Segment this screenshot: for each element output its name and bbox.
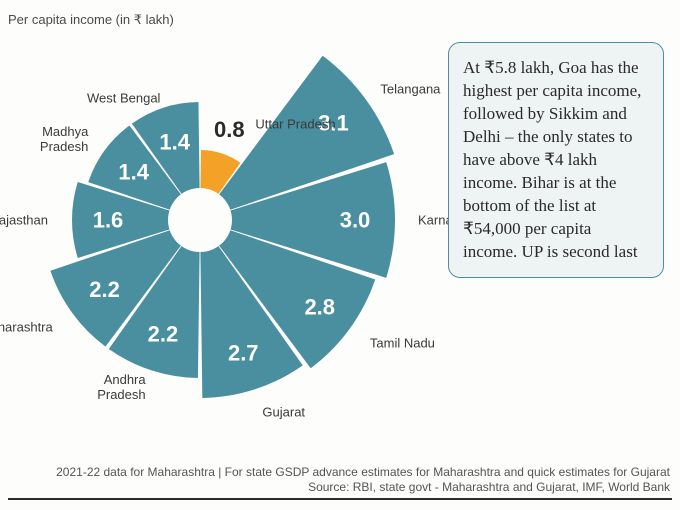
footnote-line1: 2021-22 data for Maharashtra | For state…: [56, 465, 670, 479]
bottom-rule: [8, 498, 672, 500]
slice-label: Tamil Nadu: [370, 336, 435, 351]
slice-value: 2.2: [89, 277, 120, 302]
slice-label: AndhraPradesh: [97, 372, 145, 402]
stage: 0.83.13.02.82.72.22.21.61.41.4 Per capit…: [0, 0, 680, 510]
slice-label: Rajasthan: [0, 213, 48, 228]
slice-label: West Bengal: [87, 91, 160, 106]
slice-value: 0.8: [214, 117, 245, 142]
slice-label: MadhyaPradesh: [40, 124, 88, 154]
slice-value: 1.4: [118, 159, 149, 184]
slice-label: Uttar Pradesh: [255, 116, 335, 131]
slice-label: Telangana: [380, 81, 440, 96]
slice-label: Gujarat: [262, 405, 305, 420]
slice-value: 2.7: [228, 341, 259, 366]
footnote-line2: Source: RBI, state govt - Maharashtra an…: [308, 480, 670, 494]
slice-value: 1.6: [93, 208, 124, 233]
slice-value: 1.4: [159, 130, 190, 155]
infobox: At ₹5.8 lakh, Goa has the highest per ca…: [448, 42, 664, 278]
slice-value: 2.8: [304, 294, 335, 319]
slice-label: Maharashtra: [0, 319, 53, 334]
slice-value: 2.2: [148, 322, 179, 347]
footnote: 2021-22 data for Maharashtra | For state…: [10, 465, 670, 495]
donut-hole: [168, 188, 232, 252]
slice-value: 3.0: [340, 208, 371, 233]
axis-label: Per capita income (in ₹ lakh): [8, 12, 174, 28]
